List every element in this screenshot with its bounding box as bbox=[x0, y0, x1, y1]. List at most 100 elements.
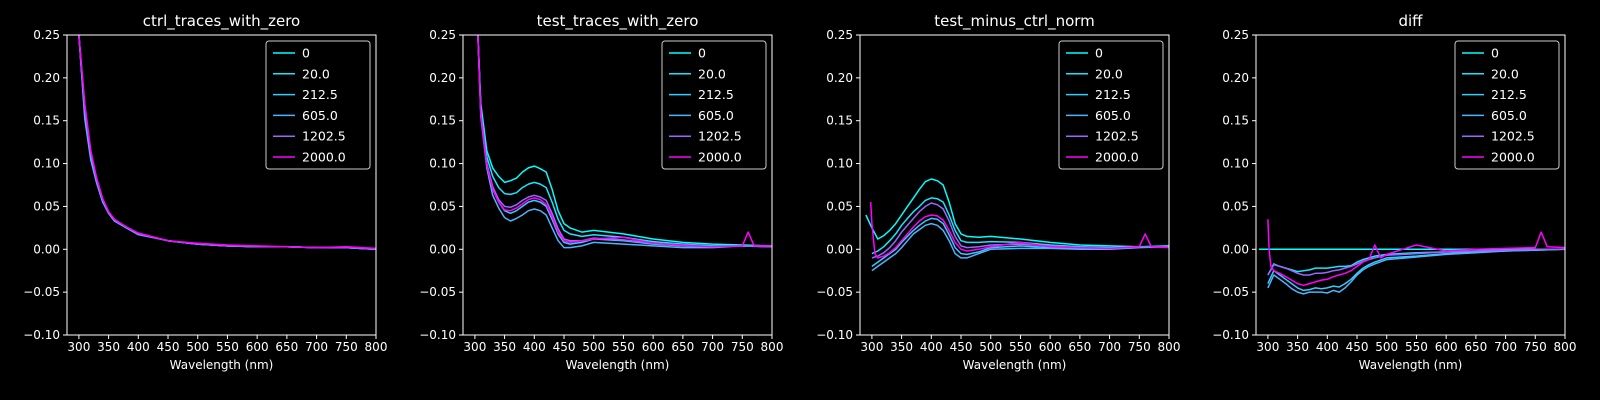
legend-label: 0 bbox=[1491, 46, 1499, 61]
legend-label: 1202.5 bbox=[698, 129, 742, 144]
series-line-0 bbox=[865, 178, 1169, 248]
chart-panel-0: 300 350 400 450 500 550 600 650 700 750 800 0.25 0.2… bbox=[23, 12, 387, 372]
y-tick-label: −0.05 bbox=[816, 285, 853, 299]
y-tick-label: −0.10 bbox=[1212, 328, 1249, 342]
y-tick-label: 0.05 bbox=[1222, 199, 1249, 213]
y-tick-label: 0.15 bbox=[1222, 114, 1249, 128]
x-tick-label: 400 bbox=[920, 340, 943, 354]
x-tick-label: 450 bbox=[553, 340, 576, 354]
x-tick-label: 550 bbox=[1009, 340, 1032, 354]
series-line-4 bbox=[871, 202, 1169, 259]
legend-label: 0 bbox=[698, 46, 706, 61]
legend-label: 0 bbox=[302, 46, 310, 61]
y-tick-label: −0.10 bbox=[419, 328, 456, 342]
x-tick-label: 650 bbox=[1464, 340, 1487, 354]
legend: 0 20.0 212.5 605.0 1202.5 2000.0 bbox=[1058, 40, 1164, 170]
x-tick-label: 450 bbox=[1346, 340, 1369, 354]
x-tick-label: 800 bbox=[1554, 340, 1577, 354]
legend: 0 20.0 212.5 605.0 1202.5 2000.0 bbox=[1454, 40, 1560, 170]
legend-label: 1202.5 bbox=[1491, 129, 1535, 144]
series-line-4 bbox=[1267, 248, 1565, 276]
series-line-3 bbox=[477, 35, 772, 249]
x-tick-label: 500 bbox=[1375, 340, 1398, 354]
legend-label: 20.0 bbox=[1491, 66, 1519, 81]
x-tick-label: 350 bbox=[1286, 340, 1309, 354]
series-line-1 bbox=[871, 197, 1169, 255]
chart-title: test_minus_ctrl_norm bbox=[934, 12, 1095, 31]
x-tick-label: 550 bbox=[612, 340, 635, 354]
x-tick-label: 450 bbox=[157, 340, 180, 354]
x-tick-label: 350 bbox=[97, 340, 120, 354]
x-tick-label: 750 bbox=[1524, 340, 1547, 354]
y-tick-label: 0.05 bbox=[826, 199, 853, 213]
y-tick-label: −0.05 bbox=[23, 285, 60, 299]
x-tick-label: 450 bbox=[950, 340, 973, 354]
legend-label: 20.0 bbox=[1095, 66, 1123, 81]
legend: 0 20.0 212.5 605.0 1202.5 2000.0 bbox=[661, 40, 767, 170]
x-tick-label: 400 bbox=[1316, 340, 1339, 354]
axes-frame bbox=[66, 34, 377, 336]
y-tick-label: 0.25 bbox=[33, 28, 60, 42]
y-tick-label: −0.10 bbox=[816, 328, 853, 342]
series-line-5 bbox=[1267, 219, 1565, 287]
series-line-0 bbox=[477, 35, 772, 247]
series-line-1 bbox=[477, 35, 772, 248]
chart-panel-1: 300 350 400 450 500 550 600 650 700 750 800 0.25 0.2… bbox=[419, 12, 783, 372]
y-tick-label: 0.25 bbox=[1222, 28, 1249, 42]
x-tick-label: 600 bbox=[1039, 340, 1062, 354]
legend-box bbox=[661, 40, 767, 170]
series-line-5 bbox=[78, 35, 376, 250]
x-tick-label: 300 bbox=[860, 340, 883, 354]
legend-label: 212.5 bbox=[698, 87, 734, 102]
y-tick-label: 0.00 bbox=[429, 242, 456, 256]
legend-label: 212.5 bbox=[1095, 87, 1131, 102]
y-tick-label: 0.10 bbox=[826, 157, 853, 171]
x-axis-label: Wavelength (nm) bbox=[963, 358, 1067, 372]
x-tick-label: 500 bbox=[186, 340, 209, 354]
legend-box bbox=[265, 40, 371, 170]
x-axis-label: Wavelength (nm) bbox=[566, 358, 670, 372]
x-tick-label: 700 bbox=[305, 340, 328, 354]
y-tick-label: 0.00 bbox=[826, 242, 853, 256]
y-tick-label: 0.20 bbox=[1222, 71, 1249, 85]
x-tick-label: 300 bbox=[1256, 340, 1279, 354]
series-group bbox=[477, 35, 772, 249]
x-axis-label: Wavelength (nm) bbox=[170, 358, 274, 372]
y-tick-label: 0.10 bbox=[429, 157, 456, 171]
legend-label: 605.0 bbox=[1491, 108, 1527, 123]
x-tick-label: 800 bbox=[761, 340, 784, 354]
x-tick-label: 600 bbox=[1435, 340, 1458, 354]
legend-label: 605.0 bbox=[302, 108, 338, 123]
x-tick-label: 600 bbox=[642, 340, 665, 354]
series-group bbox=[78, 35, 376, 251]
legend-label: 212.5 bbox=[302, 87, 338, 102]
chart-title: test_traces_with_zero bbox=[537, 12, 699, 31]
series-group bbox=[865, 178, 1169, 272]
x-tick-label: 750 bbox=[731, 340, 754, 354]
y-tick-label: −0.05 bbox=[1212, 285, 1249, 299]
legend-label: 2000.0 bbox=[698, 150, 742, 165]
legend-label: 212.5 bbox=[1491, 87, 1527, 102]
legend-label: 0 bbox=[1095, 46, 1103, 61]
y-tick-label: −0.05 bbox=[419, 285, 456, 299]
chart-panel-2: 300 350 400 450 500 550 600 650 700 750 800 0.25 0.2… bbox=[816, 12, 1180, 372]
legend-label: 2000.0 bbox=[1095, 150, 1139, 165]
x-tick-label: 550 bbox=[1405, 340, 1428, 354]
axes-frame bbox=[462, 34, 773, 336]
y-tick-label: 0.10 bbox=[1222, 157, 1249, 171]
x-tick-label: 700 bbox=[701, 340, 724, 354]
y-tick-label: 0.15 bbox=[429, 114, 456, 128]
x-tick-label: 700 bbox=[1494, 340, 1517, 354]
series-line-3 bbox=[1267, 248, 1565, 295]
axes-frame bbox=[1255, 34, 1566, 336]
axes-frame bbox=[859, 34, 1170, 336]
legend-label: 2000.0 bbox=[302, 150, 346, 165]
y-tick-label: 0.15 bbox=[33, 114, 60, 128]
legend-label: 605.0 bbox=[698, 108, 734, 123]
x-tick-label: 550 bbox=[216, 340, 239, 354]
legend-box bbox=[1454, 40, 1560, 170]
y-tick-label: 0.00 bbox=[1222, 242, 1249, 256]
legend-label: 605.0 bbox=[1095, 108, 1131, 123]
x-tick-label: 750 bbox=[1128, 340, 1151, 354]
x-tick-label: 800 bbox=[1158, 340, 1181, 354]
